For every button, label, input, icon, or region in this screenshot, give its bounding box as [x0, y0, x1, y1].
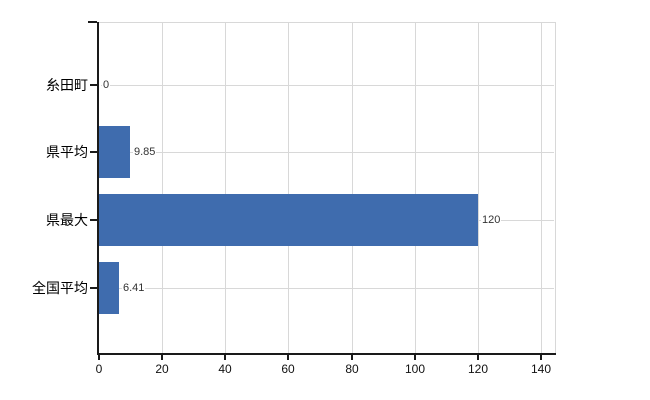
category-label: 県最大	[46, 212, 88, 228]
x-tick	[351, 355, 353, 360]
x-tick	[224, 355, 226, 360]
x-tick	[287, 355, 289, 360]
bar-value-label: 0	[102, 79, 111, 91]
x-tick	[540, 355, 542, 360]
gridline-horizontal	[101, 152, 554, 153]
category-tick	[90, 287, 97, 289]
category-tick	[90, 151, 97, 153]
gridline-vertical	[541, 23, 542, 353]
x-tick-label: 140	[530, 362, 552, 376]
x-tick-label: 20	[155, 362, 169, 376]
gridline-horizontal	[101, 288, 554, 289]
plot-right-border	[555, 22, 556, 354]
x-tick	[414, 355, 416, 360]
y-axis	[97, 22, 99, 355]
x-tick-label: 0	[95, 362, 103, 376]
x-tick-label: 120	[467, 362, 489, 376]
x-tick-label: 80	[345, 362, 359, 376]
category-label: 県平均	[46, 144, 88, 160]
x-tick	[477, 355, 479, 360]
bar	[99, 126, 130, 178]
x-tick	[98, 355, 100, 360]
gridline-vertical	[478, 23, 479, 353]
x-tick-label: 40	[218, 362, 232, 376]
y-axis-top-tick	[88, 21, 97, 23]
gridline-vertical	[225, 23, 226, 353]
gridline-vertical	[162, 23, 163, 353]
gridline-vertical	[415, 23, 416, 353]
bar-value-label: 120	[481, 214, 502, 226]
x-axis	[97, 353, 556, 355]
bar-value-label: 9.85	[133, 146, 157, 158]
x-tick-label: 60	[281, 362, 295, 376]
gridline-horizontal	[101, 85, 554, 86]
gridline-vertical	[288, 23, 289, 353]
category-tick	[90, 84, 97, 86]
gridline-vertical	[352, 23, 353, 353]
category-label: 全国平均	[32, 280, 88, 296]
category-label: 糸田町	[46, 77, 88, 93]
category-tick	[90, 219, 97, 221]
plot-top-border	[99, 22, 556, 23]
bar	[99, 262, 119, 314]
x-tick-label: 100	[404, 362, 426, 376]
x-tick	[161, 355, 163, 360]
bar	[99, 194, 478, 246]
bar-value-label: 6.41	[122, 282, 146, 294]
